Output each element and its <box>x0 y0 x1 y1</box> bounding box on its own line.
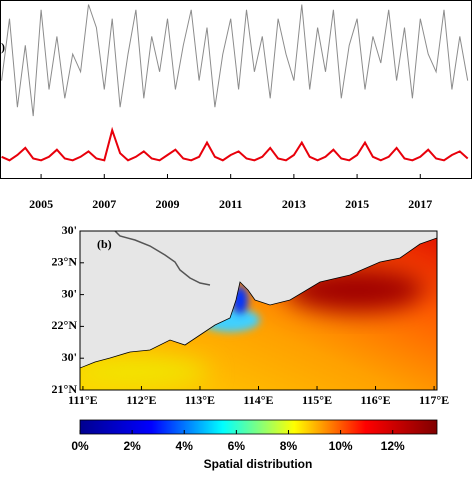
x-tick-label: 116°E <box>360 393 390 407</box>
series-line <box>1 4 469 117</box>
map-panel: (b) 111°E 112°E 113°E 114°E 115°E 116°E 117°E 2… <box>52 223 450 407</box>
colorbar: Spatial distribution 0% 2% 4% 6% 8% 10% 12% <box>71 419 438 471</box>
x-tick-label: 2013 <box>282 197 306 211</box>
x-tick-label: 2017 <box>408 197 432 211</box>
border <box>114 231 211 286</box>
series-layer <box>1 4 469 162</box>
y-tick-label: 30' <box>62 350 77 364</box>
x-tick-label: 2005 <box>29 197 53 211</box>
x-tick-label: 117°E <box>419 393 449 407</box>
series-line <box>1 126 469 162</box>
y-tick-label: 23°N <box>52 255 78 269</box>
plot-frame <box>0 0 472 179</box>
colorbar-tick-label: 6% <box>228 439 246 453</box>
x-tick-label: 113°E <box>185 393 215 407</box>
y-tick-label: 30' <box>62 223 77 237</box>
colorbar-tick-label: 2% <box>123 439 141 453</box>
y-tick-label: 21°N <box>52 382 78 396</box>
y-tick-label: 30' <box>62 286 77 300</box>
x-tick-label: 115°E <box>302 393 332 407</box>
colorbar-title: Spatial distribution <box>204 457 313 471</box>
y-tick-label: 22°N <box>52 318 78 332</box>
x-tick-label: 2009 <box>155 197 179 211</box>
colorbar-tick-label: 8% <box>280 439 298 453</box>
x-tick-label: 2007 <box>92 197 116 211</box>
coastal-band <box>80 358 210 386</box>
x-tick-label: 2011 <box>219 197 242 211</box>
colorbar-tick-label: 12% <box>381 439 405 453</box>
x-tick-label: 114°E <box>243 393 273 407</box>
land <box>80 231 437 369</box>
time-series-panel: ) 2005 2007 2009 2011 2013 2015 2017 <box>0 0 472 211</box>
colorbar-ramp <box>79 419 438 435</box>
colorbar-tick-label: 0% <box>71 439 89 453</box>
panel-label: ) <box>1 40 5 54</box>
x-tick-label: 112°E <box>126 393 156 407</box>
map-image <box>80 231 437 390</box>
x-tick-label: 2015 <box>345 197 369 211</box>
panel-label: (b) <box>97 237 112 251</box>
x-tick-label: 111°E <box>68 393 97 407</box>
colorbar-tick-label: 10% <box>329 439 353 453</box>
colorbar-tick-label: 4% <box>176 439 194 453</box>
